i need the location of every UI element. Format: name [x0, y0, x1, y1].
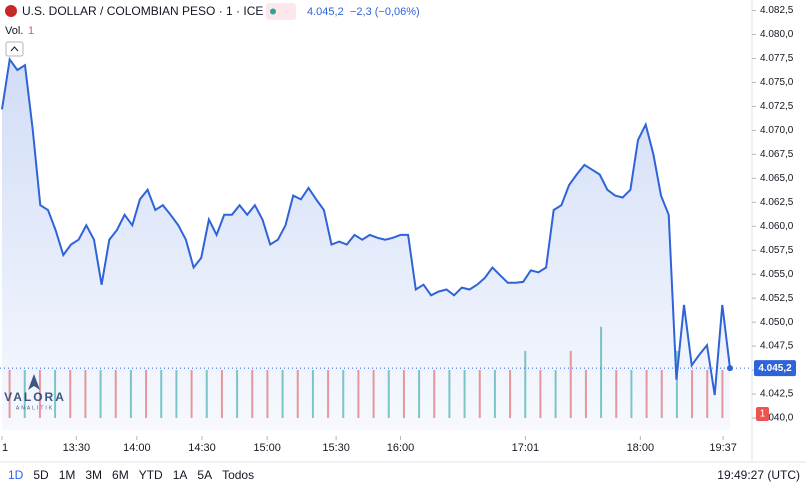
x-tick-label: 15:30	[322, 442, 350, 454]
timeframe-button[interactable]: 1D	[8, 468, 24, 482]
x-tick-label: 17:01	[512, 442, 540, 454]
timeframe-button[interactable]: 6M	[112, 468, 129, 482]
watermark-name: VALORA	[4, 390, 66, 404]
y-tick-label: 4.082,5	[760, 5, 794, 16]
y-tick-label: 4.065,0	[760, 173, 794, 184]
timeframe-button[interactable]: YTD	[139, 468, 163, 482]
last-price-tag: 4.045,2	[758, 363, 792, 374]
y-tick-label: 4.062,5	[760, 197, 794, 208]
y-tick-label: 4.040,0	[760, 413, 794, 424]
volume-label: Vol.	[5, 25, 23, 37]
x-tick-label: 14:30	[188, 442, 216, 454]
watermark-sub: ANALITIK	[16, 405, 54, 411]
last-price: 4.045,2	[307, 6, 344, 18]
x-tick-label: 13:30	[63, 442, 91, 454]
flag-icon	[5, 5, 17, 17]
y-tick-label: 4.042,5	[760, 389, 794, 400]
clock: 19:49:27 (UTC)	[717, 468, 800, 482]
volume-tag: 1	[760, 409, 766, 420]
plot	[1, 56, 731, 431]
y-tick-label: 4.055,0	[760, 269, 794, 280]
last-price-box	[754, 360, 796, 377]
y-tick-label: 4.070,0	[760, 125, 794, 136]
watermark-logo	[28, 374, 40, 390]
y-tick-label: 4.050,0	[760, 317, 794, 328]
y-tick-label: 4.075,0	[760, 77, 794, 88]
y-tick-label: 4.067,5	[760, 149, 794, 160]
header: U.S. DOLLAR / COLOMBIAN PESO · 1 · ICE 4…	[5, 3, 420, 57]
status-badge	[266, 3, 296, 20]
y-tick-label: 4.072,5	[760, 101, 794, 112]
collapse-button[interactable]	[5, 41, 24, 57]
collapse-icon	[10, 46, 19, 52]
x-tick-label: 1	[2, 442, 8, 454]
y-tick-label: 4.047,5	[760, 341, 794, 352]
y-tick-label: 4.060,0	[760, 221, 794, 232]
timeframe-button[interactable]: 1M	[59, 468, 76, 482]
volume-value: 1	[28, 25, 34, 37]
status-dot	[270, 8, 276, 15]
toolbar: 1D 5D 1M 3M 6M YTD 1A 5A Todos	[8, 468, 254, 482]
timeframe-button[interactable]: 5D	[33, 468, 49, 482]
area-fill	[2, 59, 730, 431]
y-tick-label: 4.057,5	[760, 245, 794, 256]
x-tick-label: 15:00	[253, 442, 281, 454]
last-point	[727, 365, 733, 372]
watermark: VALORA ANALITIK	[4, 374, 66, 411]
timeframe-button[interactable]: 5A	[197, 468, 212, 482]
y-tick-label: 4.080,0	[760, 29, 794, 40]
x-tick-label: 16:00	[387, 442, 415, 454]
y-tick-label: 4.077,5	[760, 53, 794, 64]
y-tick-label: 4.052,5	[760, 293, 794, 304]
timeframe-button[interactable]: 1A	[173, 468, 188, 482]
price-line	[1, 56, 731, 396]
x-tick-label: 18:00	[627, 442, 655, 454]
timeframe-button[interactable]: Todos	[222, 468, 254, 482]
x-tick-label: 14:00	[123, 442, 151, 454]
volume-tag-box	[756, 407, 769, 421]
timeframe-button[interactable]: 3M	[85, 468, 102, 482]
symbol-title: U.S. DOLLAR / COLOMBIAN PESO · 1 · ICE	[22, 4, 263, 18]
x-tick-label: 19:37	[709, 442, 737, 454]
price-change: −2,3 (−0,06%)	[350, 6, 420, 18]
